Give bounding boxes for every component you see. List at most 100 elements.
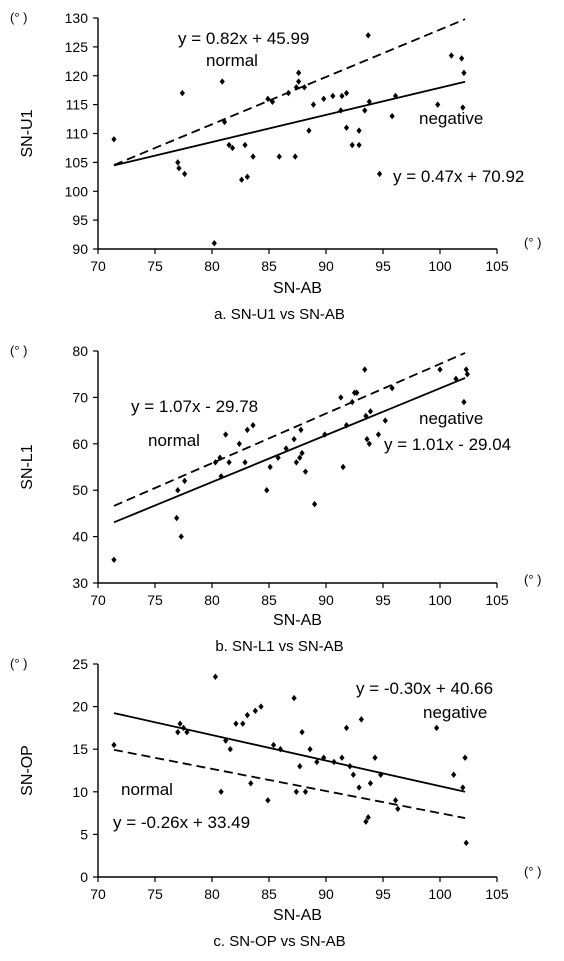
data-point xyxy=(314,758,320,766)
x-axis-label: SN-AB xyxy=(273,907,322,924)
data-point xyxy=(293,459,299,466)
data-point xyxy=(321,754,327,761)
chart-caption: b. SN-L1 vs SN-AB xyxy=(215,638,343,655)
x-tick-label: 80 xyxy=(204,258,220,274)
x-tick-label: 90 xyxy=(318,258,334,274)
data-point xyxy=(269,98,276,105)
data-point xyxy=(248,780,254,787)
x-tick-label: 70 xyxy=(90,886,106,902)
data-point xyxy=(372,754,378,761)
data-point xyxy=(264,487,270,494)
x-tick-label: 80 xyxy=(204,592,220,608)
data-point xyxy=(392,92,399,100)
data-point xyxy=(330,92,336,100)
y-tick-label: 100 xyxy=(65,183,89,199)
chart-caption: c. SN-OP vs SN-AB xyxy=(213,933,345,950)
data-point xyxy=(240,720,246,727)
data-point xyxy=(331,758,337,766)
data-point xyxy=(338,107,344,114)
data-point xyxy=(363,412,369,420)
y-unit-label: (° ) xyxy=(10,343,27,358)
data-point xyxy=(299,449,305,457)
data-point xyxy=(227,746,233,753)
x-tick-label: 75 xyxy=(147,258,163,274)
data-point xyxy=(392,797,399,804)
data-point xyxy=(223,737,229,744)
data-point xyxy=(463,839,469,847)
series-label-negative: negative xyxy=(423,703,487,722)
data-point xyxy=(176,164,182,172)
y-tick-label: 60 xyxy=(72,436,88,452)
x-tick-label: 105 xyxy=(485,592,509,608)
data-point xyxy=(211,240,217,247)
data-point xyxy=(347,763,353,770)
y-axis-label: SN-OP xyxy=(19,745,36,796)
data-point xyxy=(321,95,327,103)
data-point xyxy=(302,788,309,795)
data-point xyxy=(464,371,470,378)
data-point xyxy=(461,69,467,77)
y-unit-label: (° ) xyxy=(10,10,27,25)
data-point xyxy=(111,556,117,563)
x-tick-label: 90 xyxy=(318,886,334,902)
x-tick-label: 100 xyxy=(428,886,452,902)
data-point xyxy=(258,703,264,710)
data-point xyxy=(365,814,371,821)
x-axis-label: SN-AB xyxy=(273,612,322,629)
data-point xyxy=(459,55,465,62)
y-tick-label: 95 xyxy=(72,212,88,228)
data-point xyxy=(366,98,372,105)
data-point xyxy=(177,720,183,727)
data-point xyxy=(178,533,184,540)
data-point xyxy=(298,426,304,434)
data-point xyxy=(174,514,180,522)
x-tick-label: 95 xyxy=(375,886,391,902)
x-tick-label: 75 xyxy=(147,886,163,902)
data-point xyxy=(236,440,242,447)
y-tick-label: 130 xyxy=(65,10,89,26)
data-point xyxy=(218,473,224,480)
data-point xyxy=(367,780,374,787)
y-unit-label: (° ) xyxy=(10,656,27,671)
y-axis-label: SN-U1 xyxy=(19,109,36,157)
regression-line-negative xyxy=(113,712,466,793)
equation-label-normal: y = 0.82x + 45.99 xyxy=(178,29,309,48)
data-point xyxy=(343,89,350,97)
x-tick-label: 100 xyxy=(428,592,452,608)
data-point xyxy=(221,118,228,126)
data-point xyxy=(354,389,360,396)
data-point xyxy=(376,170,383,178)
chart-caption: a. SN-U1 vs SN-AB xyxy=(214,306,345,323)
y-tick-label: 15 xyxy=(72,741,88,757)
data-point xyxy=(389,384,395,392)
data-point xyxy=(250,153,256,160)
data-point xyxy=(339,754,345,761)
y-tick-label: 20 xyxy=(72,699,88,715)
data-point xyxy=(223,431,229,438)
data-point xyxy=(375,431,382,438)
data-point xyxy=(179,89,185,97)
data-point xyxy=(362,366,368,373)
data-point xyxy=(212,673,219,680)
y-tick-label: 110 xyxy=(66,126,89,142)
data-point xyxy=(310,101,317,108)
y-tick-label: 115 xyxy=(66,97,89,113)
data-point xyxy=(244,173,250,181)
data-point xyxy=(242,141,248,149)
data-point xyxy=(367,408,374,415)
y-tick-label: 80 xyxy=(72,343,88,359)
data-point xyxy=(378,771,384,778)
x-tick-label: 105 xyxy=(485,258,509,274)
data-point xyxy=(250,422,256,429)
data-point xyxy=(451,771,457,778)
chart-panel-3: 0 5 10 15 20 25 70 75 80 85 90 95 100 105 (° ) (° ) SN-O… xyxy=(10,656,541,950)
data-point xyxy=(343,124,350,131)
data-point xyxy=(460,784,466,791)
y-tick-label: 70 xyxy=(72,389,88,405)
data-point xyxy=(291,694,297,702)
data-point xyxy=(265,95,271,103)
data-point xyxy=(270,741,277,749)
series-label-normal: normal xyxy=(121,780,173,799)
data-point xyxy=(244,711,250,719)
